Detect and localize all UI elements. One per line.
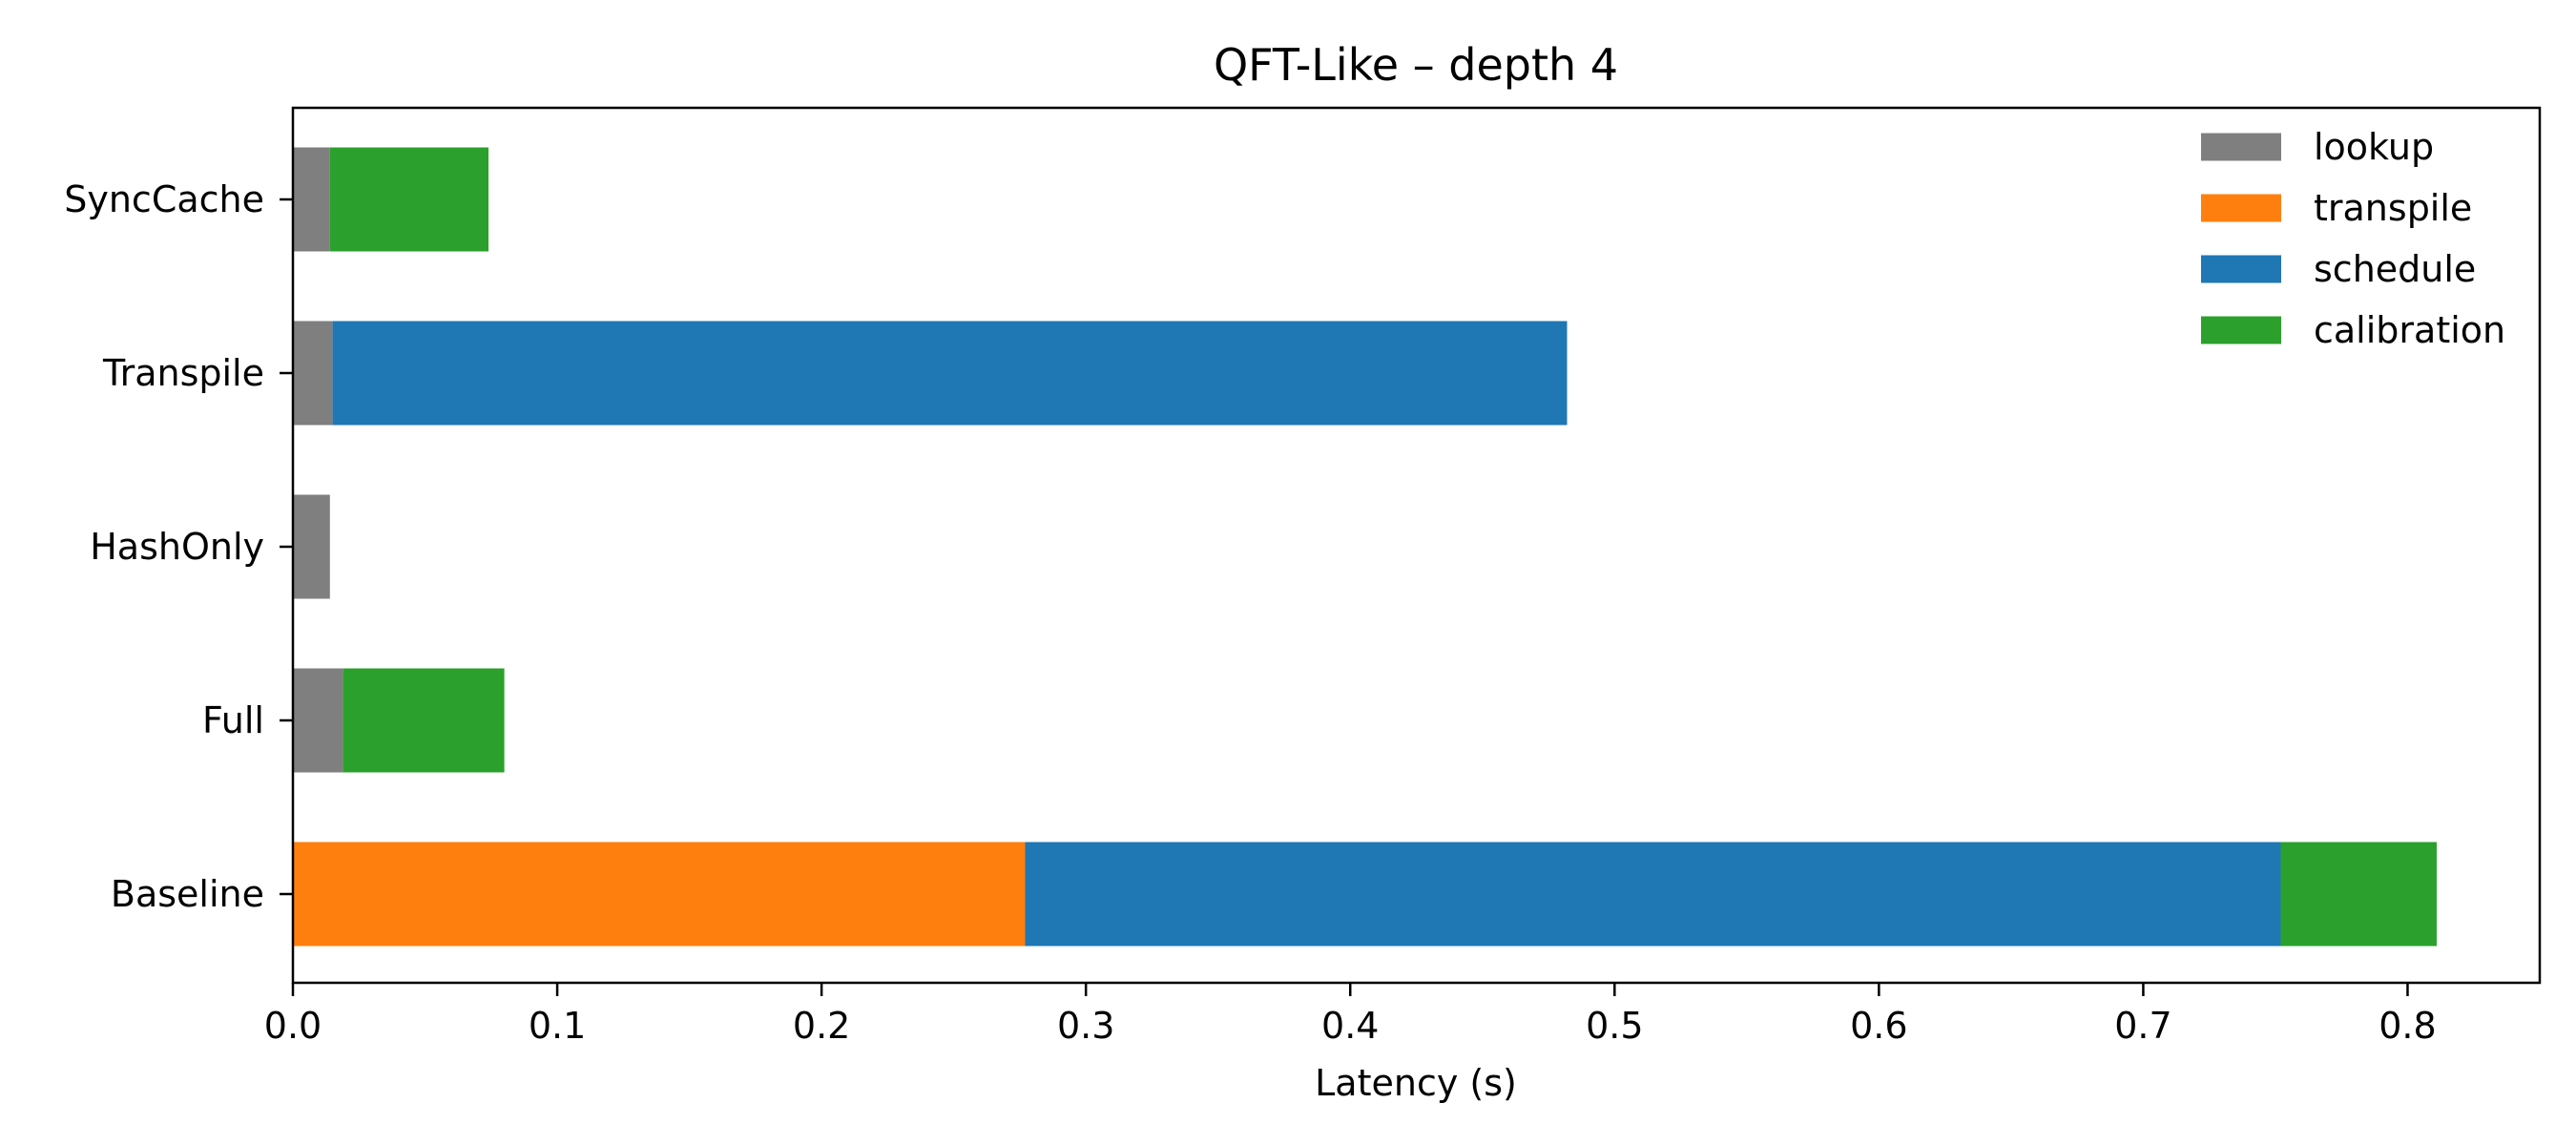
y-tick-label-transpile: Transpile — [102, 352, 264, 394]
legend: lookup transpile schedule calibration — [2201, 126, 2505, 351]
bar-transpile-lookup — [293, 321, 333, 426]
y-tick-label-baseline: Baseline — [111, 873, 264, 915]
bar-full-lookup — [293, 668, 343, 773]
legend-swatch-lookup — [2201, 133, 2281, 161]
x-tick-label: 0.8 — [2379, 1005, 2436, 1047]
bar-baseline-transpile — [293, 842, 1026, 947]
y-axis-ticks: Baseline Full HashOnly Transpile SyncCache — [64, 178, 293, 915]
y-tick-label-synccache: SyncCache — [64, 178, 264, 220]
x-tick-label: 0.7 — [2114, 1005, 2171, 1047]
y-tick-label-hashonly: HashOnly — [90, 526, 264, 568]
x-tick-label: 0.4 — [1321, 1005, 1379, 1047]
bar-synccache-lookup — [293, 147, 330, 252]
x-tick-label: 0.5 — [1586, 1005, 1643, 1047]
x-axis-label: Latency (s) — [1315, 1062, 1517, 1104]
bars-group — [293, 147, 2437, 947]
x-tick-label: 0.0 — [264, 1005, 322, 1047]
plot-frame — [291, 106, 2542, 985]
legend-swatch-calibration — [2201, 316, 2281, 344]
x-tick-label: 0.1 — [529, 1005, 586, 1047]
legend-swatch-transpile — [2201, 194, 2281, 222]
bar-full-calibration — [343, 668, 505, 773]
y-tick-label-full: Full — [202, 699, 264, 741]
legend-label-transpile: transpile — [2314, 187, 2472, 229]
bar-transpile-schedule — [332, 321, 1568, 426]
legend-label-schedule: schedule — [2314, 248, 2476, 290]
bar-baseline-calibration — [2280, 842, 2437, 947]
x-tick-label: 0.3 — [1057, 1005, 1114, 1047]
legend-label-calibration: calibration — [2314, 309, 2505, 351]
bar-synccache-calibration — [329, 147, 488, 252]
x-axis-ticks: 0.0 0.1 0.2 0.3 0.4 0.5 0.6 0.7 0.8 — [264, 983, 2437, 1047]
bar-baseline-schedule — [1025, 842, 2281, 947]
x-tick-label: 0.2 — [793, 1005, 850, 1047]
x-tick-label: 0.6 — [1850, 1005, 1907, 1047]
legend-label-lookup: lookup — [2314, 126, 2434, 168]
legend-swatch-schedule — [2201, 255, 2281, 283]
bar-hashonly-lookup — [293, 494, 330, 599]
chart-title: QFT-Like – depth 4 — [1214, 39, 1618, 91]
